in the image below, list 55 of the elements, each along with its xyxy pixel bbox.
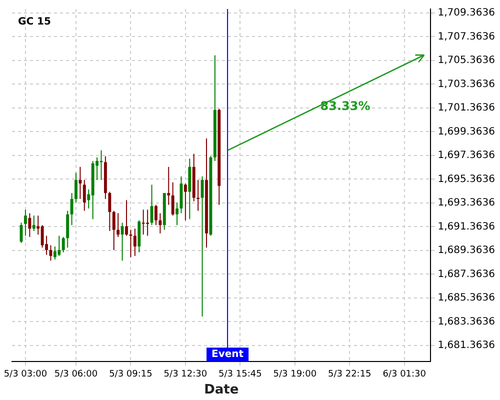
candlestick [125, 200, 128, 236]
candlestick [53, 246, 56, 260]
candlestick [176, 202, 178, 226]
y-tick-label: 1,685.3636 [438, 292, 496, 304]
candlestick [82, 179, 86, 212]
x-tick-label: 5/3 22:15 [328, 369, 372, 380]
x-tick-label: 5/3 06:00 [54, 369, 98, 380]
y-tick-label: 1,703.3636 [438, 78, 496, 90]
candlestick [116, 212, 120, 238]
candlestick [28, 212, 32, 238]
y-tick-label: 1,695.3636 [438, 174, 496, 185]
candlestick [112, 210, 116, 251]
y-tick-label: 1,707.3636 [438, 31, 496, 42]
candlestick [62, 236, 65, 253]
candlestick [129, 229, 132, 258]
ref-line-label: Event [212, 349, 244, 360]
y-tick-label: 1,687.3636 [438, 268, 496, 280]
candlestick [142, 209, 145, 236]
candlestick [154, 204, 158, 226]
x-tick-label: 5/3 03:00 [4, 369, 48, 380]
x-tick-label: 6/3 01:30 [382, 369, 426, 380]
x-tick-label: 5/3 09:15 [109, 369, 152, 380]
y-tick-label: 1,683.3636 [438, 316, 496, 328]
candlestick [70, 192, 74, 226]
candlestick [58, 235, 61, 256]
y-tick-label: 1,697.3636 [438, 150, 496, 162]
candlestick [32, 215, 36, 232]
y-tick-label: 1,693.3636 [438, 198, 496, 209]
candlestick [40, 224, 44, 248]
x-axis-title: Date [204, 382, 239, 398]
y-tick-label: 1,689.3636 [438, 245, 496, 256]
candlestick [184, 183, 187, 221]
text: GC 15 [18, 16, 51, 28]
y-tick-label: 1,705.3636 [438, 55, 496, 66]
candlestick [200, 176, 204, 317]
x-tick-label: 5/3 15:45 [218, 369, 262, 380]
candlestick [158, 212, 162, 234]
annotation: 83.33% [320, 99, 370, 114]
y-tick-label: 1,701.3636 [438, 102, 496, 114]
x-tick-label: 5/3 12:30 [164, 369, 208, 380]
candlestick [171, 182, 174, 216]
candlestick [24, 209, 27, 236]
candlestick [66, 210, 70, 248]
x-tick-label: 5/3 19:00 [273, 369, 317, 380]
candlestick [78, 166, 82, 200]
y-tick-label: 1,691.3636 [438, 221, 496, 232]
candlestick [74, 172, 78, 204]
y-tick-label: 1,699.3636 [438, 126, 496, 138]
y-tick-label: 1,681.3636 [438, 340, 496, 352]
candlestick [133, 228, 136, 256]
candlestick [108, 191, 112, 232]
candlestick [120, 222, 124, 262]
candlestick [167, 166, 170, 206]
y-tick-label: 1,709.3636 [438, 8, 496, 19]
candlestick [146, 209, 150, 236]
